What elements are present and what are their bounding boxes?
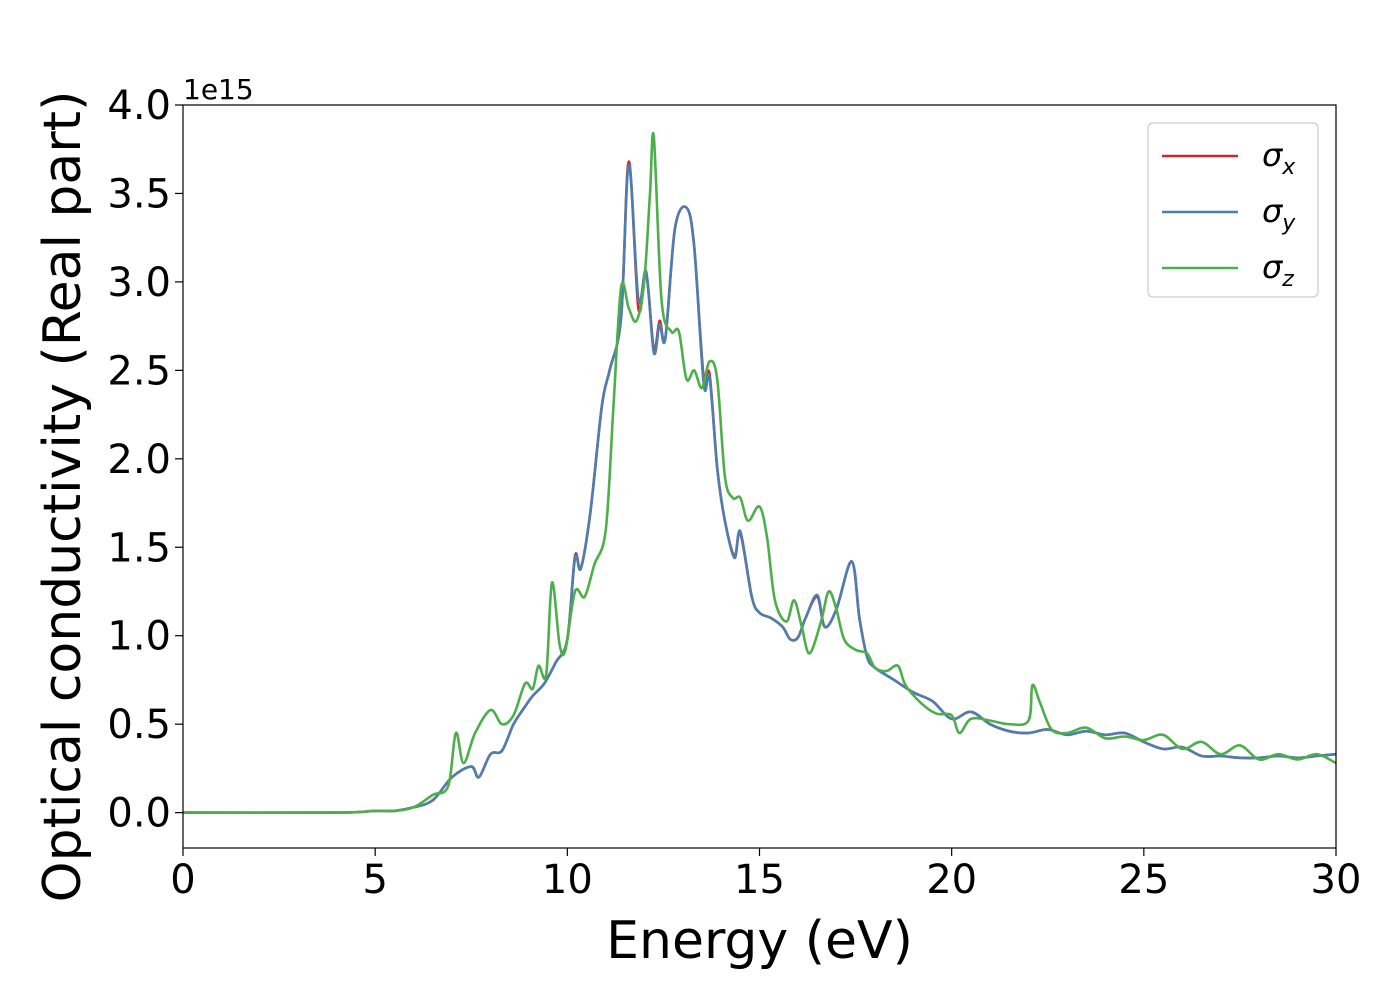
y-axis-offset-label: 1e15 — [183, 73, 254, 106]
x-tick-label: 10 — [542, 857, 593, 903]
y-tick-label: 2.0 — [107, 437, 171, 483]
x-tick-label: 0 — [170, 857, 195, 903]
y-axis: 0.0 0.5 1.0 1.5 2.0 2.5 3.0 3.5 4.0 — [107, 83, 183, 837]
series-layer — [183, 132, 1336, 815]
y-tick-label: 0.0 — [107, 791, 171, 837]
y-tick-label: 0.5 — [107, 702, 171, 748]
legend-label-x: σx — [1262, 136, 1296, 180]
y-tick-label: 1.0 — [107, 614, 171, 660]
series-line-z — [183, 132, 1336, 815]
y-tick-label: 3.5 — [107, 171, 171, 217]
x-tick-label: 25 — [1118, 857, 1169, 903]
legend-label-z: σz — [1262, 248, 1294, 292]
x-tick-label: 30 — [1311, 857, 1362, 903]
legend: σx σy σz — [1147, 122, 1319, 298]
y-tick-label: 4.0 — [107, 83, 171, 129]
x-tick-label: 5 — [362, 857, 387, 903]
y-axis-label: Optical conductivity (Real part) — [33, 91, 93, 903]
x-axis: 0 5 10 15 20 25 30 — [170, 848, 1361, 903]
series-line-y — [183, 163, 1336, 815]
x-tick-label: 20 — [926, 857, 977, 903]
x-axis-label: Energy (eV) — [606, 911, 913, 971]
legend-label-y: σy — [1262, 192, 1296, 236]
x-tick-label: 15 — [734, 857, 785, 903]
legend-box — [1147, 122, 1319, 298]
y-tick-label: 1.5 — [107, 525, 171, 571]
y-tick-label: 3.0 — [107, 260, 171, 306]
y-tick-label: 2.5 — [107, 348, 171, 394]
